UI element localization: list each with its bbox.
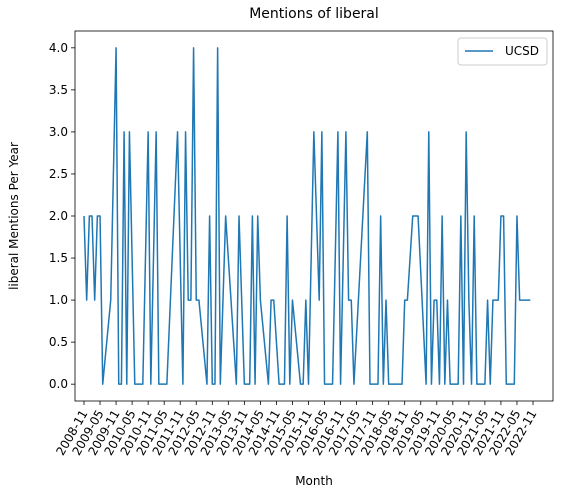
legend-label: UCSD [505,44,539,58]
legend: UCSD [457,37,548,66]
y-tick-label: 2.0 [49,209,68,223]
y-axis-label: liberal Mentions Per Year [7,142,21,290]
y-tick-label: 0.0 [49,377,68,391]
y-tick-label: 1.0 [49,293,68,307]
y-tick-label: 3.5 [49,83,68,97]
y-tick-label: 1.5 [49,251,68,265]
legend-box [457,37,548,66]
y-tick-label: 2.5 [49,167,68,181]
data-line [83,47,531,385]
chart-title: Mentions of liberal [249,6,379,22]
y-tick-label: 3.0 [49,125,68,139]
y-tick-label: 4.0 [49,41,68,55]
x-axis-label: Month [295,474,333,488]
y-tick-label: 0.5 [49,335,68,349]
